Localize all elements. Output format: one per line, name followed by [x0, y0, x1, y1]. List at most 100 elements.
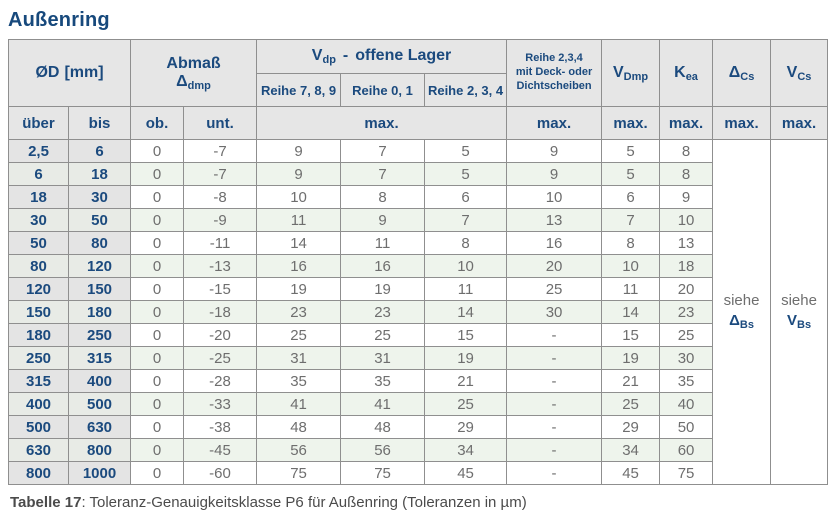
cell-deck: 9	[506, 162, 603, 186]
cell-kea: 30	[659, 346, 714, 370]
cell-ob: 0	[130, 415, 185, 439]
cell-deck: 10	[506, 185, 603, 209]
cell-vdmp: 25	[601, 392, 661, 416]
cell-ob: 0	[130, 139, 185, 163]
table-row: 50 80 0 -11 14 11 8 16 8 13	[8, 231, 828, 255]
cell-reihe-01: 48	[340, 415, 426, 439]
cell-ob: 0	[130, 208, 185, 232]
cell-deck: -	[506, 369, 603, 393]
cell-ueber: 315	[8, 369, 69, 393]
cell-ueber: 400	[8, 392, 69, 416]
header-vdmp: VDmp	[601, 39, 661, 107]
cell-reihe-234: 8	[424, 231, 508, 255]
cell-bis: 1000	[67, 461, 132, 485]
cell-reihe-234: 5	[424, 139, 508, 163]
cell-deck: -	[506, 392, 603, 416]
cell-bis: 250	[67, 323, 132, 347]
header-reihe-789: Reihe 7, 8, 9	[256, 73, 342, 107]
cell-ob: 0	[130, 346, 185, 370]
cell-kea: 8	[659, 162, 714, 186]
cell-deck: 16	[506, 231, 603, 255]
cell-kea: 8	[659, 139, 714, 163]
cell-unt: -18	[183, 300, 258, 324]
header-vdp-group: Vdp - offene Lager	[256, 39, 508, 74]
cell-reihe-789: 56	[256, 438, 342, 462]
table-caption: Tabelle 17: Toleranz-Genauigkeitsklasse …	[10, 494, 827, 511]
cell-ob: 0	[130, 323, 185, 347]
cell-ueber: 6	[8, 162, 69, 186]
cell-reihe-234: 45	[424, 461, 508, 485]
cell-vdmp: 29	[601, 415, 661, 439]
cell-reihe-01: 8	[340, 185, 426, 209]
table-row: 30 50 0 -9 11 9 7 13 7 10	[8, 208, 828, 232]
cell-reihe-234: 14	[424, 300, 508, 324]
cell-reihe-01: 16	[340, 254, 426, 278]
cell-reihe-234: 25	[424, 392, 508, 416]
cell-vdmp: 19	[601, 346, 661, 370]
cell-bis: 120	[67, 254, 132, 278]
cell-vdmp: 34	[601, 438, 661, 462]
cell-ob: 0	[130, 438, 185, 462]
cell-reihe-789: 75	[256, 461, 342, 485]
header-unt: unt.	[183, 106, 258, 140]
cell-reihe-789: 16	[256, 254, 342, 278]
cell-reihe-789: 35	[256, 369, 342, 393]
cell-bis: 400	[67, 369, 132, 393]
cell-reihe-234: 5	[424, 162, 508, 186]
cell-reihe-234: 10	[424, 254, 508, 278]
cell-bis: 315	[67, 346, 132, 370]
header-max-kea: max.	[659, 106, 714, 140]
header-max-vdp: max.	[256, 106, 508, 140]
table-row: 80 120 0 -13 16 16 10 20 10 18	[8, 254, 828, 278]
cell-ob: 0	[130, 185, 185, 209]
header-deck: Reihe 2,3,4 mit Deck- oder Dichtscheiben	[506, 39, 603, 107]
diameter-symbol: ØD	[35, 64, 60, 81]
cell-unt: -7	[183, 162, 258, 186]
header-v-cs: VCs	[770, 39, 829, 107]
cell-unt: -45	[183, 438, 258, 462]
cell-unt: -11	[183, 231, 258, 255]
cell-reihe-789: 9	[256, 139, 342, 163]
cell-kea: 75	[659, 461, 714, 485]
cell-reihe-234: 11	[424, 277, 508, 301]
cell-ob: 0	[130, 461, 185, 485]
cell-bis: 6	[67, 139, 132, 163]
table-header: ØD [mm] Abmaß Δdmp Vdp - offene Lager Reihe…	[7, 39, 829, 140]
table-row: 630 800 0 -45 56 56 34 - 34 60	[8, 438, 828, 462]
cell-ueber: 150	[8, 300, 69, 324]
cell-kea: 10	[659, 208, 714, 232]
cell-unt: -38	[183, 415, 258, 439]
cell-ueber: 630	[8, 438, 69, 462]
cell-reihe-789: 10	[256, 185, 342, 209]
cell-kea: 50	[659, 415, 714, 439]
header-max-vcs: max.	[770, 106, 829, 140]
caption-number: Tabelle 17	[10, 494, 82, 511]
cell-ueber: 50	[8, 231, 69, 255]
cell-reihe-789: 19	[256, 277, 342, 301]
cell-unt: -20	[183, 323, 258, 347]
table-row: 120 150 0 -15 19 19 11 25 11 20	[8, 277, 828, 301]
header-bis: bis	[67, 106, 132, 140]
cell-reihe-01: 31	[340, 346, 426, 370]
page-title: Außenring	[8, 9, 110, 31]
cell-kea: 13	[659, 231, 714, 255]
cell-unt: -33	[183, 392, 258, 416]
cell-vdmp: 21	[601, 369, 661, 393]
cell-vdmp: 14	[601, 300, 661, 324]
cell-reihe-234: 19	[424, 346, 508, 370]
cell-bis: 80	[67, 231, 132, 255]
cell-kea: 18	[659, 254, 714, 278]
cell-bis: 500	[67, 392, 132, 416]
cell-deck: -	[506, 346, 603, 370]
cell-unt: -9	[183, 208, 258, 232]
table-row: 250 315 0 -25 31 31 19 - 19 30	[8, 346, 828, 370]
header-abmass: Abmaß Δdmp	[130, 39, 258, 107]
cell-kea: 9	[659, 185, 714, 209]
cell-reihe-789: 14	[256, 231, 342, 255]
header-ob: ob.	[130, 106, 185, 140]
cell-deck: -	[506, 323, 603, 347]
cell-kea: 60	[659, 438, 714, 462]
cell-reihe-01: 35	[340, 369, 426, 393]
header-max-dcs: max.	[712, 106, 772, 140]
cell-reihe-789: 9	[256, 162, 342, 186]
